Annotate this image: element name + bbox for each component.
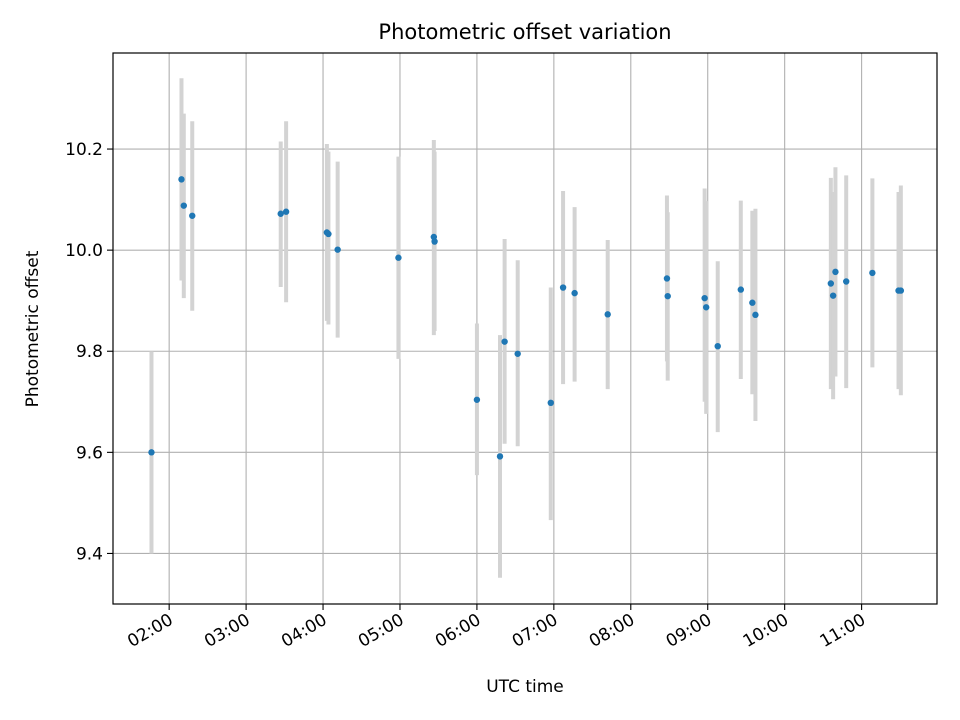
data-point <box>571 289 578 297</box>
y-tick-label: 9.6 <box>76 443 103 463</box>
data-point <box>547 399 554 407</box>
data-point <box>501 338 508 345</box>
data-point <box>714 342 721 350</box>
data-point <box>701 294 708 302</box>
data-point <box>282 208 290 215</box>
data-point <box>431 238 438 245</box>
data-point <box>148 449 155 456</box>
data-point <box>559 284 567 291</box>
chart-title: Photometric offset variation <box>378 20 671 44</box>
y-tick-label: 10.2 <box>65 140 103 160</box>
data-point <box>752 311 759 319</box>
data-point <box>473 396 481 403</box>
y-axis-label: Photometric offset <box>23 250 43 407</box>
data-point <box>496 453 504 460</box>
data-point <box>829 292 837 299</box>
y-tick-label: 9.8 <box>76 342 103 362</box>
data-point <box>178 176 185 183</box>
data-point <box>749 299 756 306</box>
data-point <box>702 304 710 311</box>
data-point <box>395 254 402 261</box>
data-point <box>325 230 332 238</box>
data-point <box>827 280 835 287</box>
data-points <box>148 176 905 460</box>
data-point <box>663 275 671 282</box>
data-point <box>277 210 284 217</box>
data-point <box>843 278 850 285</box>
data-point <box>604 311 611 318</box>
y-tick-label: 9.4 <box>76 544 103 564</box>
data-point <box>869 269 876 277</box>
data-point <box>334 246 341 253</box>
data-point <box>832 268 839 276</box>
y-axis-ticks: 9.4 9.6 9.8 10.0 10.2 <box>65 140 113 564</box>
data-point <box>897 287 905 294</box>
data-point <box>664 292 671 300</box>
data-point <box>514 350 521 357</box>
plot-frame <box>112 52 938 605</box>
y-tick-label: 10.0 <box>65 241 103 261</box>
x-axis-label: UTC time <box>486 677 564 697</box>
data-point <box>189 212 196 219</box>
data-point <box>737 286 745 293</box>
data-point <box>180 202 187 209</box>
